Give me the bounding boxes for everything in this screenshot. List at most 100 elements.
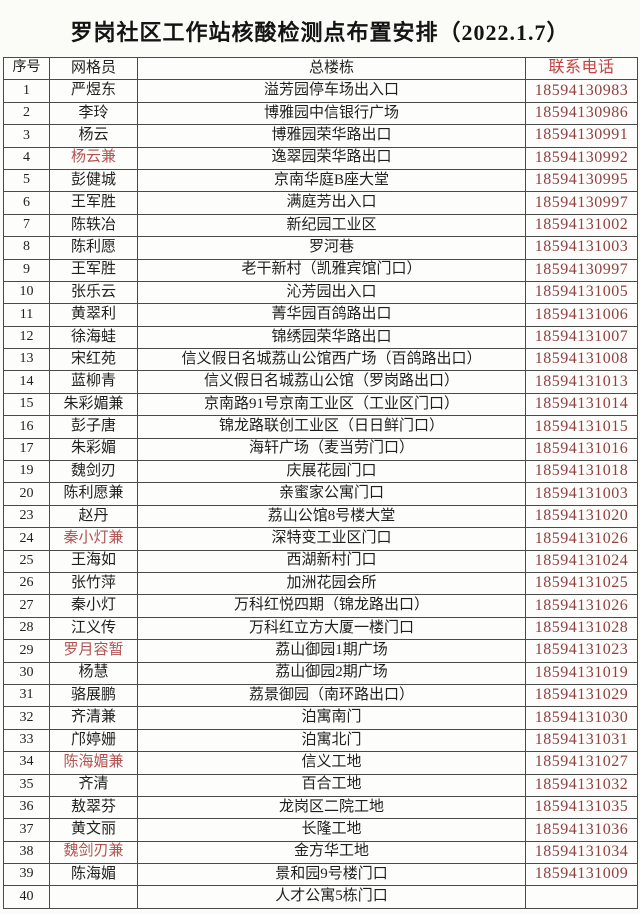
grid-worker-name: 魏剑刃兼 <box>49 840 138 865</box>
table-row: 20 陈利愿兼 亲蜜家公寓门口 18594131003 <box>3 482 638 506</box>
contact-phone-number: 18594130986 <box>525 101 638 126</box>
testing-point-location: 京南华庭B座大堂 <box>137 168 526 193</box>
testing-point-location: 沁芳园出入口 <box>137 280 526 305</box>
table-row: 13 宋红苑 信义假日名城荔山公馆西广场（百鸽路出口） 18594131008 <box>3 348 638 372</box>
testing-point-location: 庆展花园门口 <box>137 460 526 484</box>
row-serial-number: 35 <box>3 773 50 797</box>
row-serial-number: 7 <box>3 213 50 238</box>
contact-phone-number: 18594131002 <box>525 213 638 238</box>
table-row: 32 齐清兼 泊寓南门 18594131030 <box>3 706 638 730</box>
grid-worker-name: 赵丹 <box>49 504 138 529</box>
row-serial-number: 19 <box>3 460 50 484</box>
grid-worker-name: 彭子唐 <box>49 415 138 439</box>
row-serial-number: 15 <box>3 392 50 417</box>
testing-point-location: 信义假日名城荔山公馆西广场（百鸽路出口） <box>137 348 526 372</box>
grid-worker-name: 魏剑刃 <box>49 460 138 484</box>
row-serial-number: 12 <box>3 325 50 350</box>
testing-point-location: 加洲花园会所 <box>137 571 526 596</box>
testing-point-location: 博雅园中信银行广场 <box>137 101 526 126</box>
grid-worker-name: 严煜东 <box>49 79 138 103</box>
row-serial-number: 14 <box>3 370 50 394</box>
testing-point-location: 信义工地 <box>137 751 526 775</box>
table-row: 40 人才公寓5栋门口 <box>3 885 638 909</box>
contact-phone-number: 18594131026 <box>525 594 638 618</box>
table-row: 25 王海如 西湖新村门口 18594131024 <box>3 549 638 573</box>
col-header-building: 总楼栋 <box>137 56 526 81</box>
testing-point-location: 龙岗区二院工地 <box>137 795 526 820</box>
contact-phone-number: 18594131036 <box>525 818 638 842</box>
testing-point-location: 荔景御园（南环路出口） <box>137 683 526 708</box>
grid-worker-name: 杨云 <box>49 124 138 148</box>
table-row: 38 魏剑刃兼 金方华工地 18594131034 <box>3 840 638 865</box>
col-header-contact-phone: 联系电话 <box>525 56 638 81</box>
row-serial-number: 24 <box>3 527 50 551</box>
row-serial-number: 32 <box>3 706 50 730</box>
contact-phone-number: 18594131005 <box>525 280 638 305</box>
grid-worker-name: 张乐云 <box>49 280 138 305</box>
grid-worker-name: 蓝柳青 <box>49 370 138 394</box>
grid-worker-name: 黄文丽 <box>49 818 138 842</box>
contact-phone-number: 18594131029 <box>525 683 638 708</box>
row-serial-number: 26 <box>3 571 50 596</box>
row-serial-number: 34 <box>3 751 50 775</box>
table-body: 1 严煜东 溢芳园停车场出入口 18594130983 2 李玲 博雅园中信银行广场 1859… <box>3 79 638 909</box>
testing-point-location: 西湖新村门口 <box>137 549 526 573</box>
grid-worker-name: 江义传 <box>49 616 138 641</box>
testing-point-location: 锦龙路联创工业区（日日鲜门口） <box>137 415 526 439</box>
grid-worker-name: 罗月容暂 <box>49 639 138 663</box>
table-row: 37 黄文丽 长隆工地 18594131036 <box>3 818 638 842</box>
testing-point-location: 新纪园工业区 <box>137 213 526 238</box>
testing-point-location: 人才公寓5栋门口 <box>137 885 526 909</box>
row-serial-number: 20 <box>3 482 50 506</box>
row-serial-number: 1 <box>3 79 50 103</box>
contact-phone-number: 18594131030 <box>525 706 638 730</box>
contact-phone-number: 18594131031 <box>525 728 638 753</box>
table-row: 9 王军胜 老干新村（凯雅宾馆门口） 18594130997 <box>3 258 638 282</box>
contact-phone-number: 18594131013 <box>525 370 638 394</box>
table-row: 6 王军胜 满庭芳出入口 18594130997 <box>3 191 638 215</box>
table-row: 28 江义传 万科红立方大厦一楼门口 18594131028 <box>3 616 638 641</box>
row-serial-number: 28 <box>3 616 50 641</box>
contact-phone-number: 18594131008 <box>525 348 638 372</box>
contact-phone-number: 18594131016 <box>525 437 638 462</box>
table-row: 15 朱彩媚兼 京南路91号京南工业区（工业区门口） 18594131014 <box>3 392 638 417</box>
row-serial-number: 2 <box>3 101 50 126</box>
testing-point-location: 荔山御园1期广场 <box>137 639 526 663</box>
table-row: 19 魏剑刃 庆展花园门口 18594131018 <box>3 460 638 484</box>
row-serial-number: 29 <box>3 639 50 663</box>
grid-worker-name: 杨云兼 <box>49 146 138 170</box>
table-row: 26 张竹萍 加洲花园会所 18594131025 <box>3 571 638 596</box>
table-header-row: 序号 网格员 总楼栋 联系电话 <box>3 56 638 81</box>
contact-phone-number: 18594131028 <box>525 616 638 641</box>
contact-phone-number: 18594131009 <box>525 863 638 887</box>
testing-point-location: 溢芳园停车场出入口 <box>137 79 526 103</box>
table-row: 24 秦小灯兼 深特变工业区门口 18594131026 <box>3 527 638 551</box>
grid-worker-name: 王军胜 <box>49 191 138 215</box>
testing-point-location: 长隆工地 <box>137 818 526 842</box>
table-row: 7 陈轶冶 新纪园工业区 18594131002 <box>3 213 638 238</box>
table-row: 39 陈海媚 景和园9号楼门口 18594131009 <box>3 863 638 887</box>
table-row: 11 黄翠利 菁华园百鸽路出口 18594131006 <box>3 303 638 327</box>
testing-point-location: 百合工地 <box>137 773 526 797</box>
grid-worker-name: 陈轶冶 <box>49 213 138 238</box>
table-row: 5 彭健城 京南华庭B座大堂 18594130995 <box>3 168 638 193</box>
table-row: 14 蓝柳青 信义假日名城荔山公馆（罗岗路出口） 18594131013 <box>3 370 638 394</box>
row-serial-number: 39 <box>3 863 50 887</box>
contact-phone-number: 18594131003 <box>525 236 638 260</box>
row-serial-number: 10 <box>3 280 50 305</box>
contact-phone-number: 18594130997 <box>525 258 638 282</box>
testing-point-location: 锦绣园荣华路出口 <box>137 325 526 350</box>
row-serial-number: 5 <box>3 168 50 193</box>
contact-phone-number: 18594131007 <box>525 325 638 350</box>
grid-worker-name: 张竹萍 <box>49 571 138 596</box>
testing-point-location: 金方华工地 <box>137 840 526 865</box>
testing-point-location: 景和园9号楼门口 <box>137 863 526 887</box>
testing-point-location: 海轩广场（麦当劳门口） <box>137 437 526 462</box>
testing-point-location: 泊寓北门 <box>137 728 526 753</box>
table-row: 12 徐海蛙 锦绣园荣华路出口 18594131007 <box>3 325 638 350</box>
table-row: 27 秦小灯 万科红悦四期（锦龙路出口） 18594131026 <box>3 594 638 618</box>
grid-worker-name: 秦小灯兼 <box>49 527 138 551</box>
row-serial-number: 36 <box>3 795 50 820</box>
row-serial-number: 6 <box>3 191 50 215</box>
